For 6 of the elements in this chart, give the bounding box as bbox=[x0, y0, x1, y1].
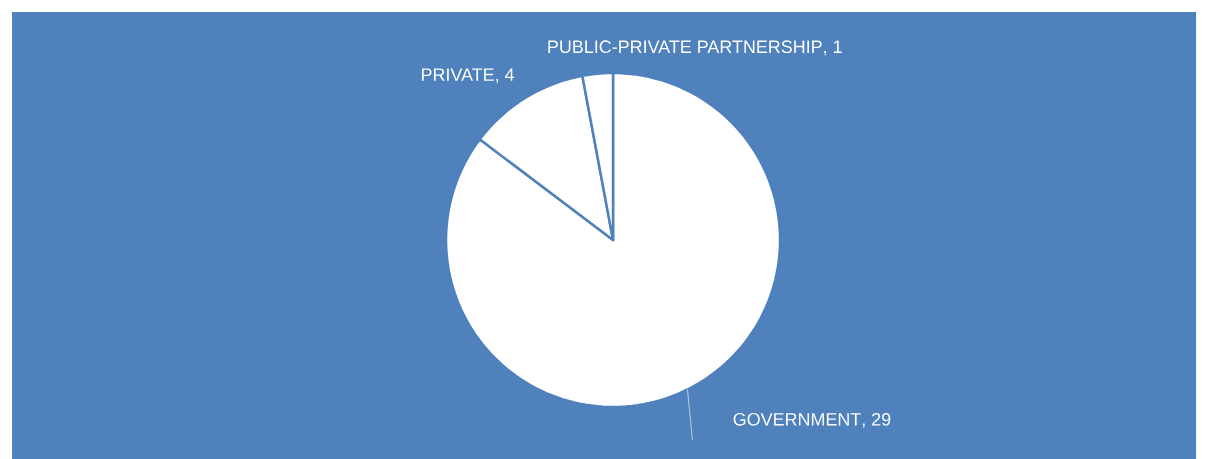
slice-label: PRIVATE bbox=[422, 68, 494, 81]
data-label: , 29 bbox=[862, 412, 891, 428]
slice-label: GOVERNMENT bbox=[733, 412, 861, 426]
data-label: , 1 bbox=[824, 40, 842, 56]
data-label: , 4 bbox=[496, 68, 515, 84]
slice-label: PUBLIC-PRIVATE PARTNERSHIP bbox=[548, 40, 822, 54]
